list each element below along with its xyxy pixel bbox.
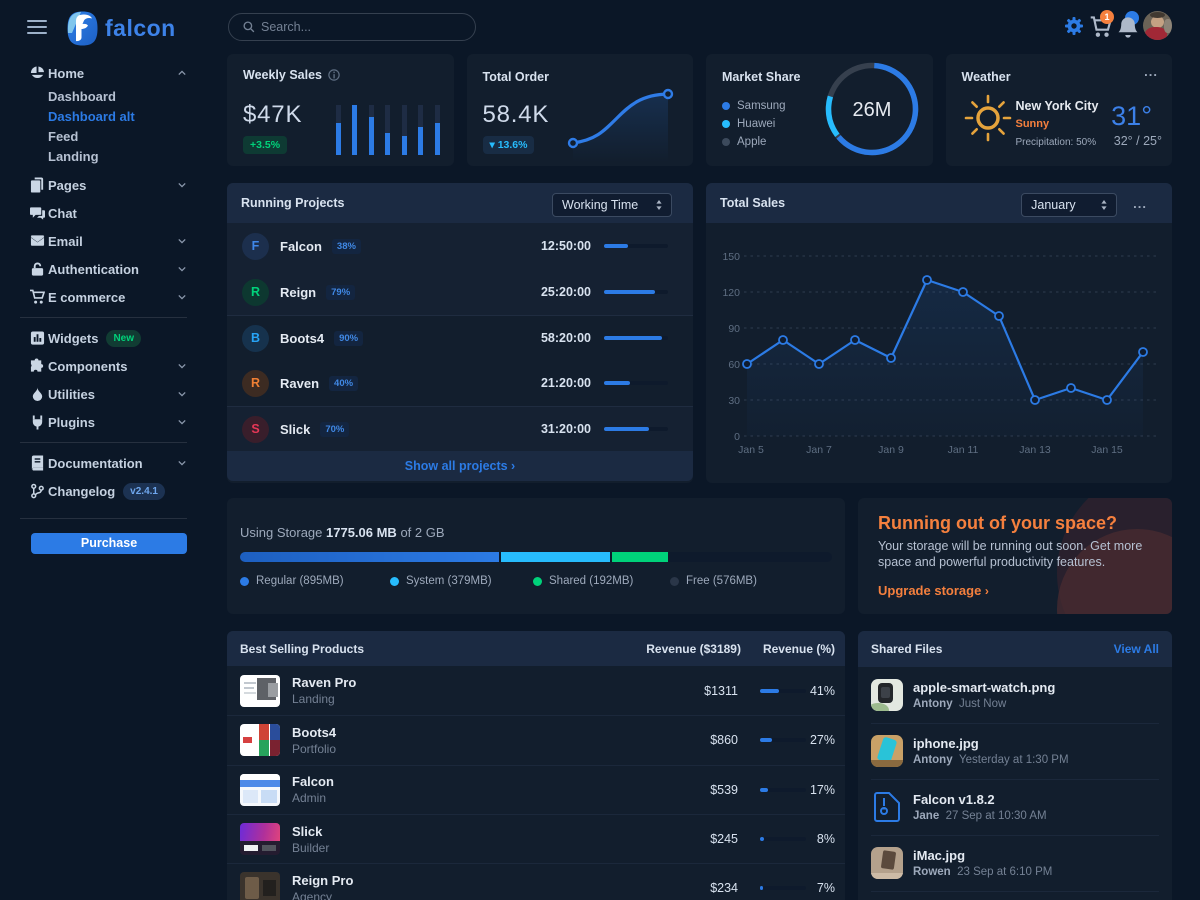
svg-text:150: 150 [722, 251, 740, 263]
svg-text:Jan 7: Jan 7 [806, 444, 832, 456]
svg-text:120: 120 [722, 287, 740, 299]
svg-text:Jan 13: Jan 13 [1019, 444, 1051, 456]
svg-text:Jan 15: Jan 15 [1091, 444, 1123, 456]
svg-text:0: 0 [734, 431, 740, 443]
svg-text:26M: 26M [852, 99, 891, 121]
svg-text:60: 60 [728, 359, 740, 371]
svg-text:90: 90 [728, 323, 740, 335]
svg-text:Jan 9: Jan 9 [878, 444, 904, 456]
svg-text:Jan 5: Jan 5 [738, 444, 764, 456]
svg-text:Jan 11: Jan 11 [948, 444, 979, 456]
svg-text:30: 30 [728, 395, 740, 407]
